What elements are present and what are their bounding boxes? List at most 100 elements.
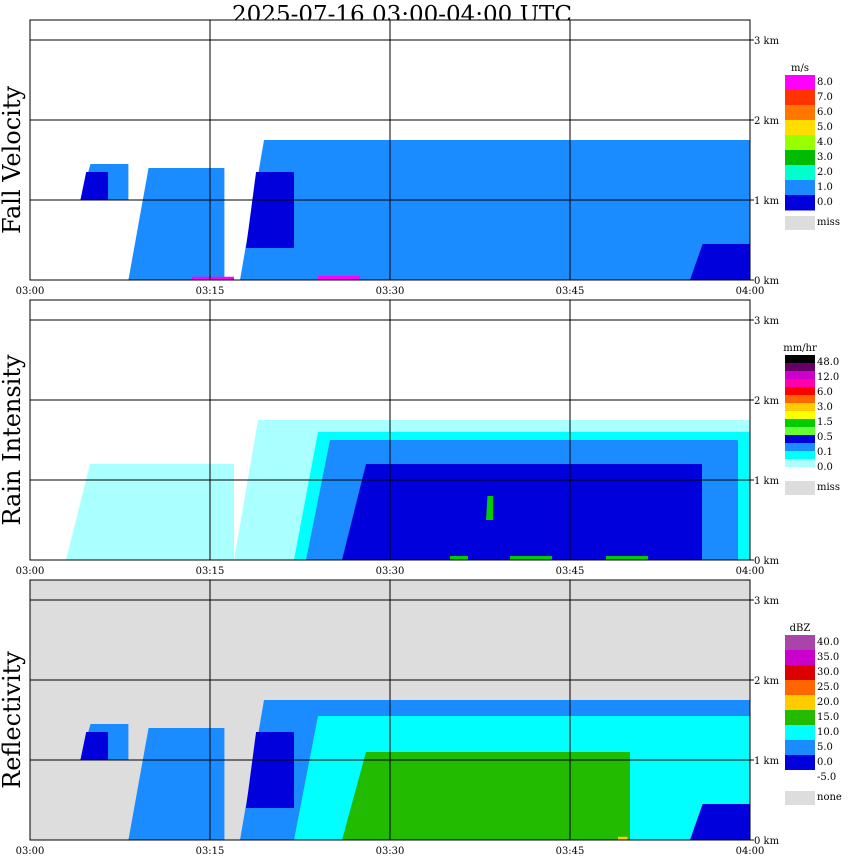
echo-region (510, 556, 552, 560)
y-tick-label: 2 km (754, 116, 780, 127)
layer-dark (80, 172, 750, 280)
y-tick-label: 3 km (754, 316, 780, 327)
colorbar-swatch (785, 395, 815, 404)
x-tick-label: 03:00 (16, 846, 45, 857)
colorbar-level: 48.0 (817, 357, 839, 368)
layer-green (342, 752, 630, 840)
colorbar-swatch (785, 427, 815, 436)
colorbar-swatch (785, 363, 815, 372)
x-tick-label: 04:00 (736, 846, 765, 857)
colorbar-unit: m/s (791, 63, 809, 74)
colorbar-missing-swatch (785, 791, 815, 805)
colorbar-level: 3.0 (817, 402, 833, 413)
colorbar-unit: mm/hr (783, 343, 817, 354)
colorbar-swatch (785, 725, 815, 741)
colorbar-swatch (785, 650, 815, 666)
colorbar-swatch (785, 135, 815, 151)
x-tick-label: 03:15 (196, 286, 225, 297)
grid (30, 580, 750, 840)
grid (30, 20, 750, 280)
colorbar-level: 3.0 (817, 152, 833, 163)
colorbar-level: 1.5 (817, 417, 833, 428)
colorbar-level: 0.0 (817, 757, 833, 768)
echo-region (690, 244, 750, 280)
colorbar-swatch (785, 770, 815, 786)
colorbar-level: 20.0 (817, 697, 839, 708)
colorbar-missing-swatch (785, 481, 815, 495)
x-tick-labels: 03:00 03:15 03:30 03:45 04:00 (16, 846, 765, 857)
layer-green (450, 496, 648, 560)
colorbar-swatch (785, 387, 815, 396)
x-tick-label: 03:30 (376, 286, 405, 297)
x-tick-label: 03:45 (556, 566, 585, 577)
colorbar-swatch (785, 150, 815, 166)
colorbar-unit: dBZ (790, 623, 811, 634)
colorbar-swatch (785, 120, 815, 136)
colorbar-swatch (785, 371, 815, 380)
layer-dark (80, 732, 750, 840)
y-tick-label: 3 km (754, 36, 780, 47)
colorbar-level: 0.0 (817, 197, 833, 208)
echo-region (128, 728, 225, 840)
echo-region (450, 556, 468, 560)
y-tick-labels: 3 km 2 km 1 km 0 km (750, 316, 780, 567)
echo-region (128, 168, 225, 280)
x-tick-label: 03:15 (196, 566, 225, 577)
colorbar-swatch (785, 403, 815, 412)
colorbar-swatch (785, 90, 815, 106)
y-tick-label: 2 km (754, 676, 780, 687)
colorbar-level: 35.0 (817, 652, 839, 663)
colorbar-swatch (785, 451, 815, 460)
x-tick-label: 04:00 (736, 286, 765, 297)
colorbar-level: 40.0 (817, 637, 839, 648)
colorbar-level: 4.0 (817, 137, 833, 148)
y-tick-label: 1 km (754, 756, 780, 767)
colorbar-level: 25.0 (817, 682, 839, 693)
colorbar-swatch (785, 180, 815, 196)
echo-region (66, 464, 234, 560)
echo-region (486, 496, 494, 520)
colorbar-level: none (817, 792, 842, 803)
colorbar-swatch (785, 467, 815, 476)
y-tick-label: 0 km (754, 556, 780, 567)
echo-region (80, 732, 108, 760)
layer-magenta (192, 276, 360, 280)
y-tick-label: 1 km (754, 476, 780, 487)
x-tick-labels: 03:00 03:15 03:30 03:45 04:00 (16, 566, 765, 577)
plot-frame (29, 19, 751, 281)
y-tick-label: 1 km (754, 196, 780, 207)
x-tick-label: 04:00 (736, 566, 765, 577)
plot-frame (29, 579, 751, 841)
echo-region (80, 172, 108, 200)
x-tick-label: 03:45 (556, 846, 585, 857)
colorbar-swatch (785, 75, 815, 91)
colorbar-level: 5.0 (817, 122, 833, 133)
y-tick-label: 2 km (754, 396, 780, 407)
colorbar-swatch (785, 665, 815, 681)
panel-title: Rain Intensity (0, 354, 26, 526)
colorbar-swatch (785, 635, 815, 651)
echo-region (342, 752, 630, 840)
colorbar-swatch (785, 680, 815, 696)
echo-region (690, 804, 750, 840)
x-tick-label: 03:30 (376, 566, 405, 577)
x-tick-label: 03:15 (196, 846, 225, 857)
echo-region (246, 172, 294, 248)
echo-region (246, 732, 294, 808)
colorbar-swatch (785, 379, 815, 388)
colorbar-swatch (785, 459, 815, 468)
colorbar-swatch (785, 195, 815, 211)
y-tick-label: 0 km (754, 276, 780, 287)
x-tick-label: 03:45 (556, 286, 585, 297)
plot-frame (29, 299, 751, 561)
layer-blue (80, 140, 750, 280)
colorbar: m/s 8.0 7.0 6.0 5.0 4.0 3.0 2.0 1.0 0.0 miss (785, 63, 840, 230)
colorbar-level: 6.0 (817, 107, 833, 118)
colorbar-level: 6.0 (817, 387, 833, 398)
